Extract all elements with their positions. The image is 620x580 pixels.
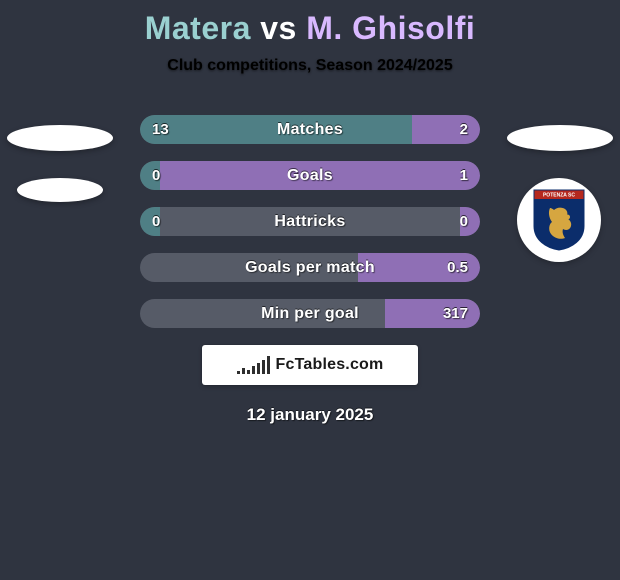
stat-row: Goals0 1 [0,161,620,190]
stat-row: Hattricks0 0 [0,207,620,236]
stat-value-right: 1 [460,161,468,190]
stat-label: Hattricks [140,207,480,236]
stat-value-left: 0 [152,161,160,190]
subtitle: Club competitions, Season 2024/2025 [0,57,620,75]
title-vs: vs [260,10,297,46]
stat-value-right: 0 [460,207,468,236]
stat-label: Matches [140,115,480,144]
brand-box: FcTables.com [202,345,418,385]
stat-value-right: 2 [460,115,468,144]
stat-bar-track: Goals per match0.5 [140,253,480,282]
stat-bar-track: Hattricks0 0 [140,207,480,236]
stat-row: Min per goal317 [0,299,620,328]
title: Matera vs M. Ghisolfi [0,0,620,47]
stat-value-right: 0.5 [447,253,468,282]
stat-bar-track: Matches13 2 [140,115,480,144]
stat-bar-track: Min per goal317 [140,299,480,328]
title-player2: M. Ghisolfi [306,10,475,46]
brand-bars-icon [237,356,270,374]
brand-text: FcTables.com [276,356,384,374]
date-text: 12 january 2025 [0,405,620,425]
stat-row: Matches13 2 [0,115,620,144]
stat-row: Goals per match0.5 [0,253,620,282]
stat-label: Goals per match [140,253,480,282]
stat-value-left: 13 [152,115,169,144]
stats-list: Matches132Goals01Hattricks00Goals per ma… [0,115,620,328]
stat-bar-track: Goals0 1 [140,161,480,190]
title-player1: Matera [145,10,251,46]
stat-label: Goals [140,161,480,190]
stat-label: Min per goal [140,299,480,328]
stat-value-right: 317 [443,299,468,328]
comparison-card: Matera vs M. Ghisolfi Club competitions,… [0,0,620,580]
stat-value-left: 0 [152,207,160,236]
